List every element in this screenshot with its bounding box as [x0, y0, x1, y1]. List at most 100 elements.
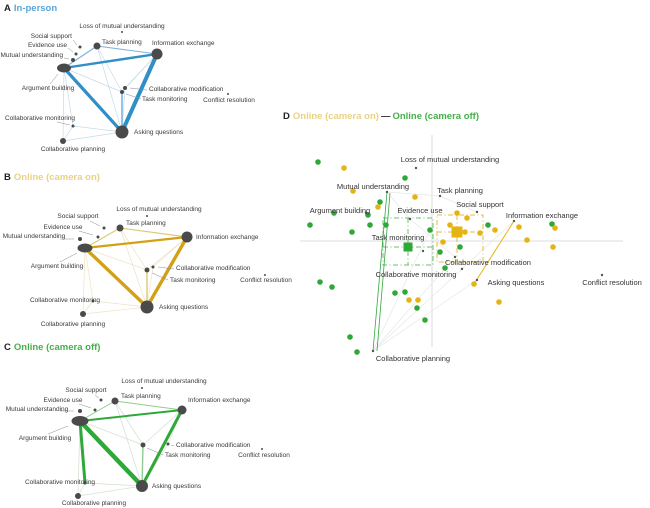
label-loss_of_mutual_understanding: Loss of mutual understanding: [79, 23, 165, 30]
edge-task_planning--information_exchange: [96, 45, 158, 55]
edge-argument_building--asking_questions: [83, 246, 149, 309]
data-point-camera-on: [440, 239, 446, 245]
node-mutual_understanding: [78, 409, 82, 413]
label-collaborative_monitoring: Collaborative monitoring: [30, 297, 100, 304]
label-asking_questions: Asking questions: [159, 304, 209, 311]
leader-task_monitoring: [146, 447, 164, 456]
label-mutual_understanding: Mutual understanding: [3, 233, 66, 240]
node-evidence_use: [93, 408, 97, 412]
label-task_planning: Task planning: [102, 39, 142, 46]
edge-task_monitoring--asking_questions: [141, 444, 144, 487]
edge-argument_building--collaborative_planning: [82, 247, 86, 315]
node-argument_building: [57, 63, 71, 73]
node-loss_of_mutual_understanding: [121, 31, 123, 33]
node-argument_building: [77, 243, 93, 253]
label-collaborative_planning: Collaborative planning: [62, 500, 127, 507]
label-anchor-dot: [453, 255, 457, 259]
leader-mutual_understanding: [63, 57, 70, 60]
faint-connector-line: [386, 191, 411, 220]
node-conflict_resolution: [227, 93, 229, 95]
panel-a-network-svg: Loss of mutual understanding Social suppo…: [0, 23, 255, 153]
data-point-camera-off: [392, 290, 398, 296]
data-point-camera-off: [307, 222, 313, 228]
node-evidence_use: [96, 235, 100, 239]
panel-c-title: C Online (camera off): [4, 342, 100, 353]
edge-information_exchange--asking_questions: [145, 235, 189, 309]
data-point-camera-off: [437, 249, 443, 255]
label-argument_building: Argument building: [22, 85, 75, 92]
edge-task_planning--asking_questions: [119, 227, 148, 308]
data-point-camera-on: [552, 225, 558, 231]
leader-argument_building: [59, 252, 78, 263]
label-mutual_understanding: Mutual understanding: [6, 406, 69, 413]
label-anchor-dot: [475, 210, 479, 214]
data-point-camera-on: [462, 229, 468, 235]
leader-collaborative_monitoring: [56, 121, 71, 126]
panel-c-network-svg: Loss of mutual understanding Social suppo…: [6, 378, 290, 507]
label-conflict_resolution: Conflict resolution: [203, 97, 255, 104]
data-point-camera-off: [422, 317, 428, 323]
label-conflict_resolution: Conflict resolution: [238, 452, 290, 459]
label-mutual_understanding: Mutual understanding: [0, 52, 63, 59]
node-information_exchange: [177, 405, 187, 415]
leader-argument_building: [49, 73, 59, 85]
data-point-camera-off: [383, 222, 389, 228]
data-point-camera-off: [402, 289, 408, 295]
faint-connector-line: [372, 256, 456, 352]
label-asking_questions: Asking questions: [134, 129, 184, 136]
panel-b-condition: Online (camera on): [13, 172, 100, 183]
label-anchor-dot: [364, 211, 368, 215]
leader-collaborative_modification: [157, 266, 175, 270]
panel-d-letter: D: [283, 111, 290, 122]
faint-connector-line: [372, 220, 515, 352]
leader-evidence_use: [67, 47, 74, 53]
data-point-camera-on: [477, 230, 483, 236]
label-conflict-resolution: Conflict resolution: [582, 278, 642, 287]
data-point-camera-on: [524, 237, 530, 243]
panel-d-condition-on: Online (camera on): [292, 111, 379, 122]
label-anchor-dot: [460, 267, 464, 271]
panel-a-letter: A: [4, 3, 11, 14]
label-loss-of-mutual-understanding: Loss of mutual understanding: [401, 155, 499, 164]
edge-collaborative_planning--collaborative_monitoring: [62, 125, 74, 142]
label-asking-questions: Asking questions: [488, 278, 545, 287]
label-asking_questions: Asking questions: [152, 483, 202, 490]
network-line-camera_off: [372, 191, 388, 352]
label-loss_of_mutual_understanding: Loss of mutual understanding: [116, 206, 202, 213]
data-point-camera-on: [550, 244, 556, 250]
edge-task_planning--task_monitoring: [96, 45, 123, 93]
edge-argument_building--task_planning: [63, 45, 98, 69]
faint-connector-line: [372, 279, 478, 352]
node-task_planning: [93, 42, 101, 50]
node-information_exchange: [181, 231, 193, 243]
label-task_monitoring: Task monitoring: [142, 96, 188, 103]
edge-argument_building--collaborative_planning: [62, 67, 65, 142]
label-task_planning: Task planning: [126, 220, 166, 227]
label-collaborative_planning: Collaborative planning: [41, 321, 106, 328]
confidence-box-box_on: [436, 214, 484, 263]
label-evidence_use: Evidence use: [28, 42, 67, 49]
panel-d-condition-off: Online (camera off): [392, 111, 480, 122]
label-task-planning: Task planning: [437, 186, 483, 195]
edge-argument_building--task_planning: [84, 227, 121, 249]
label-anchor-dot: [371, 349, 375, 353]
edge-collaborative_planning--asking_questions: [62, 131, 123, 142]
panel-c-letter: C: [4, 342, 11, 353]
label-collaborative-monitoring: Collaborative monitoring: [376, 270, 457, 279]
edge-information_exchange--asking_questions: [120, 52, 159, 134]
edge-information_exchange--task_monitoring: [121, 53, 158, 93]
panel-d-title-separator: —: [380, 111, 391, 122]
data-point-camera-off: [354, 349, 360, 355]
data-point-camera-on: [341, 165, 347, 171]
label-evidence_use: Evidence use: [43, 224, 82, 231]
node-conflict_resolution: [261, 448, 263, 450]
node-collaborative_modification: [166, 442, 170, 446]
node-task_monitoring: [140, 442, 146, 448]
node-asking_questions: [140, 300, 154, 314]
label-loss_of_mutual_understanding: Loss of mutual understanding: [121, 378, 207, 385]
data-point-camera-off: [315, 159, 321, 165]
label-anchor-dot: [600, 273, 604, 277]
edge-argument_building--collaborative_monitoring: [63, 67, 74, 127]
node-collaborative_monitoring: [71, 124, 75, 128]
